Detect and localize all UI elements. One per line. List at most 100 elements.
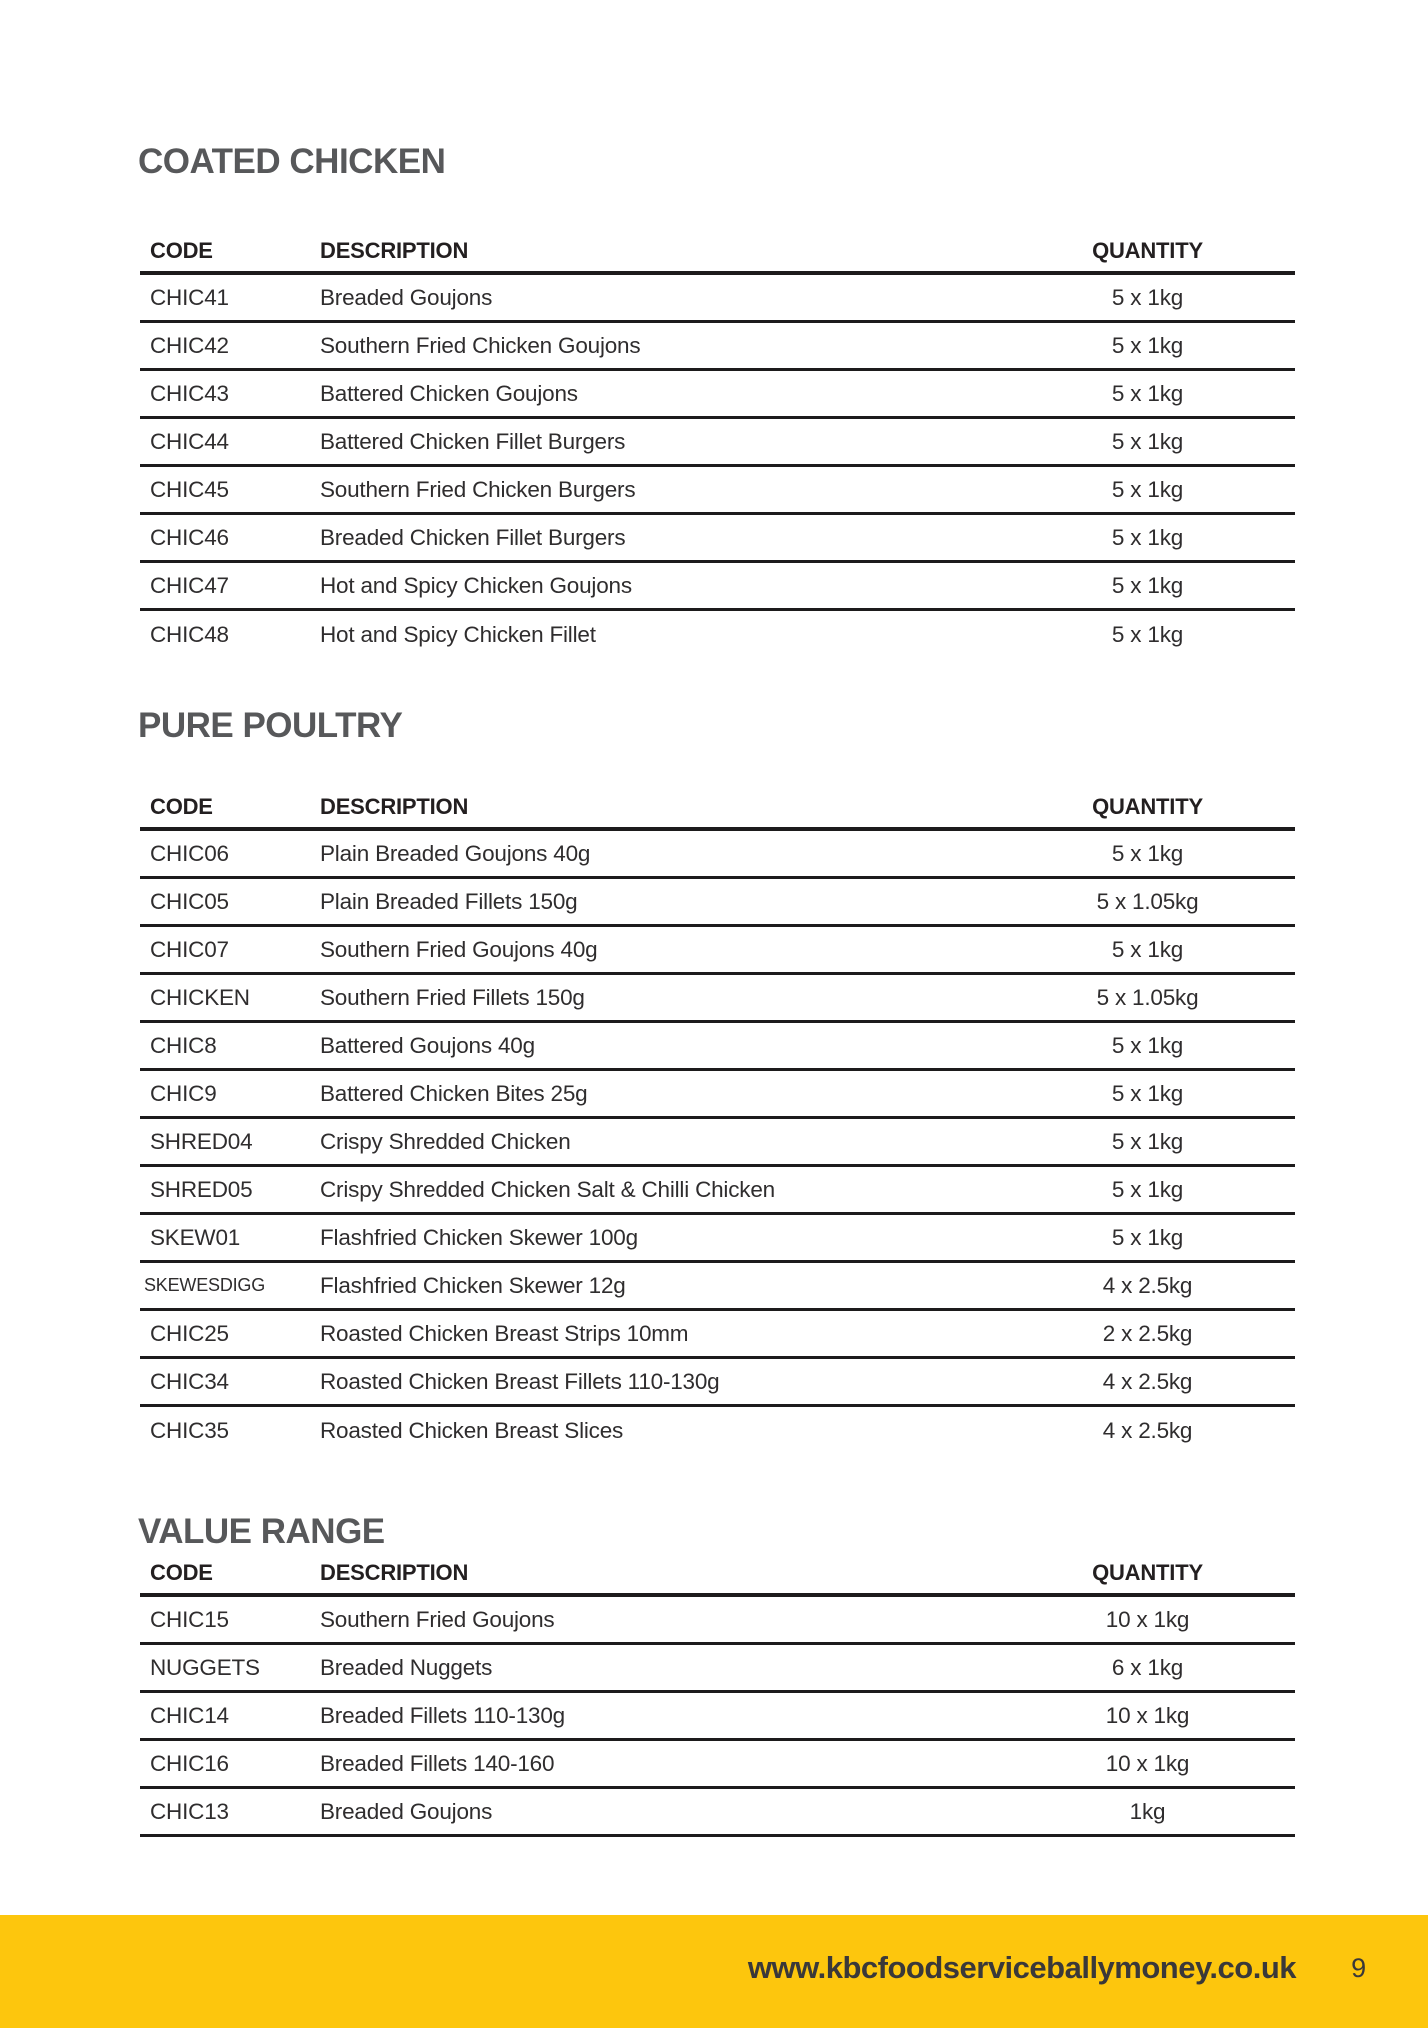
section-coated-chicken: COATED CHICKEN CODE DESCRIPTION QUANTITY…: [138, 142, 1428, 659]
row-description-cell: Breaded Nuggets: [320, 1654, 493, 1680]
section-title: COATED CHICKEN: [138, 142, 446, 181]
column-header-code: CODE: [150, 238, 213, 263]
row-description-cell: Breaded Chicken Fillet Burgers: [320, 524, 626, 550]
row-code-cell: CHIC8: [150, 1032, 217, 1058]
table-row: CHIC42 Southern Fried Chicken Goujons 5 x …: [140, 323, 1295, 371]
row-code-cell: CHIC45: [150, 476, 229, 502]
row-code-cell: SKEW01: [150, 1224, 241, 1250]
table-row: NUGGETS Breaded Nuggets 6 x 1kg: [140, 1645, 1295, 1693]
table-row: CHIC25 Roasted Chicken Breast Strips 10mm…: [140, 1311, 1295, 1359]
row-quantity-cell: 5 x 1kg: [1111, 332, 1184, 358]
table-row: SHRED04 Crispy Shredded Chicken 5 x 1kg: [140, 1119, 1295, 1167]
row-code-cell: CHIC48: [150, 622, 229, 647]
row-description-cell: Breaded Goujons: [320, 284, 493, 310]
row-quantity-cell: 10 x 1kg: [1105, 1750, 1190, 1776]
row-code-cell: CHIC35: [150, 1418, 229, 1443]
table-row: CHIC8 Battered Goujons 40g 5 x 1kg: [140, 1023, 1295, 1071]
row-description-cell: Battered Goujons 40g: [320, 1032, 535, 1058]
row-quantity-cell: 5 x 1.05kg: [1096, 984, 1199, 1010]
table-row: CHIC07 Southern Fried Goujons 40g 5 x 1kg: [140, 927, 1295, 975]
table-row: CHIC43 Battered Chicken Goujons 5 x 1kg: [140, 371, 1295, 419]
table-row: CHIC47 Hot and Spicy Chicken Goujons 5 x 1…: [140, 563, 1295, 611]
row-description-cell: Southern Fried Goujons 40g: [320, 936, 598, 962]
table-row: CHIC13 Breaded Goujons 1kg: [140, 1789, 1295, 1837]
row-quantity-cell: 2 x 2.5kg: [1102, 1320, 1193, 1346]
row-quantity-cell: 10 x 1kg: [1105, 1702, 1190, 1728]
table-body: CHIC06 Plain Breaded Goujons 40g 5 x 1kg CH…: [140, 831, 1295, 1455]
row-quantity-cell: 4 x 2.5kg: [1102, 1368, 1193, 1394]
row-description-cell: Battered Chicken Bites 25g: [320, 1080, 588, 1106]
row-quantity-cell: 5 x 1kg: [1111, 428, 1184, 454]
row-description-cell: Plain Breaded Goujons 40g: [320, 840, 591, 866]
row-quantity-cell: 5 x 1kg: [1111, 622, 1184, 647]
row-description-cell: Southern Fried Fillets 150g: [320, 984, 585, 1010]
row-quantity-cell: 10 x 1kg: [1105, 1606, 1190, 1632]
table-body: CHIC41 Breaded Goujons 5 x 1kg CHIC42 Southe…: [140, 275, 1295, 659]
table-row: CHIC41 Breaded Goujons 5 x 1kg: [140, 275, 1295, 323]
row-description-cell: Hot and Spicy Chicken Goujons: [320, 572, 632, 598]
column-header-description: DESCRIPTION: [320, 1560, 469, 1585]
row-code-cell: NUGGETS: [150, 1654, 260, 1680]
section-title: PURE POULTRY: [138, 706, 403, 745]
section-title: VALUE RANGE: [138, 1512, 385, 1551]
table-row: CHICKEN Southern Fried Fillets 150g 5 x 1.…: [140, 975, 1295, 1023]
table-header-row: CODE DESCRIPTION QUANTITY: [140, 231, 1295, 275]
row-quantity-cell: 5 x 1kg: [1111, 1128, 1184, 1154]
table-row: CHIC46 Breaded Chicken Fillet Burgers 5 x …: [140, 515, 1295, 563]
row-quantity-cell: 5 x 1kg: [1111, 936, 1184, 962]
column-header-code: CODE: [150, 1560, 213, 1585]
row-description-cell: Breaded Goujons: [320, 1798, 493, 1824]
column-header-description: DESCRIPTION: [320, 794, 469, 819]
row-code-cell: SKEWESDIGG: [144, 1275, 266, 1295]
row-quantity-cell: 1kg: [1129, 1798, 1166, 1824]
table-row: CHIC9 Battered Chicken Bites 25g 5 x 1kg: [140, 1071, 1295, 1119]
row-quantity-cell: 5 x 1kg: [1111, 1176, 1184, 1202]
row-code-cell: CHIC13: [150, 1798, 229, 1824]
table-row: CHIC44 Battered Chicken Fillet Burgers 5 x…: [140, 419, 1295, 467]
table-row: CHIC34 Roasted Chicken Breast Fillets 110…: [140, 1359, 1295, 1407]
row-code-cell: CHIC41: [150, 284, 229, 310]
table-row: CHIC05 Plain Breaded Fillets 150g 5 x 1.05…: [140, 879, 1295, 927]
row-quantity-cell: 6 x 1kg: [1111, 1654, 1184, 1680]
table-row: CHIC06 Plain Breaded Goujons 40g 5 x 1kg: [140, 831, 1295, 879]
row-code-cell: CHIC16: [150, 1750, 229, 1776]
footer-band: www.kbcfoodserviceballymoney.co.uk 9: [0, 1915, 1428, 2028]
product-table: CODE DESCRIPTION QUANTITY CHIC15 Southern…: [140, 1553, 1295, 1837]
row-code-cell: CHIC14: [150, 1702, 229, 1728]
row-description-cell: Roasted Chicken Breast Strips 10mm: [320, 1320, 689, 1346]
row-code-cell: CHIC15: [150, 1606, 229, 1632]
row-code-cell: CHIC34: [150, 1368, 229, 1394]
row-code-cell: SHRED05: [150, 1176, 253, 1202]
column-header-quantity: QUANTITY: [1092, 794, 1203, 819]
table-row: CHIC45 Southern Fried Chicken Burgers 5 x …: [140, 467, 1295, 515]
page-content: COATED CHICKEN CODE DESCRIPTION QUANTITY…: [138, 142, 1428, 1837]
row-code-cell: CHIC06: [150, 840, 229, 866]
row-quantity-cell: 4 x 2.5kg: [1102, 1272, 1193, 1298]
row-code-cell: CHIC25: [150, 1320, 229, 1346]
row-description-cell: Breaded Fillets 140-160: [320, 1750, 555, 1776]
row-description-cell: Breaded Fillets 110-130g: [320, 1702, 565, 1728]
row-quantity-cell: 5 x 1kg: [1111, 476, 1184, 502]
row-code-cell: CHIC47: [150, 572, 229, 598]
row-description-cell: Southern Fried Chicken Burgers: [320, 476, 636, 502]
row-code-cell: CHIC42: [150, 332, 229, 358]
table-row: CHIC48 Hot and Spicy Chicken Fillet 5 x 1k…: [140, 611, 1295, 659]
row-description-cell: Southern Fried Chicken Goujons: [320, 332, 641, 358]
row-description-cell: Hot and Spicy Chicken Fillet: [320, 622, 596, 647]
product-table: CODE DESCRIPTION QUANTITY CHIC06 Plain Br…: [140, 787, 1295, 1455]
row-code-cell: CHIC44: [150, 428, 229, 454]
row-description-cell: Battered Chicken Fillet Burgers: [320, 428, 626, 454]
table-row: CHIC16 Breaded Fillets 140-160 10 x 1kg: [140, 1741, 1295, 1789]
product-table: CODE DESCRIPTION QUANTITY CHIC41 Breaded …: [140, 231, 1295, 659]
row-quantity-cell: 5 x 1kg: [1111, 572, 1184, 598]
section-value-range: VALUE RANGE CODE DESCRIPTION QUANTITY CH…: [138, 1512, 1428, 1837]
row-code-cell: CHIC46: [150, 524, 229, 550]
table-row: CHIC35 Roasted Chicken Breast Slices 4 x 2…: [140, 1407, 1295, 1455]
row-description-cell: Flashfried Chicken Skewer 100g: [320, 1224, 638, 1250]
table-row: SHRED05 Crispy Shredded Chicken Salt & Ch…: [140, 1167, 1295, 1215]
row-quantity-cell: 4 x 2.5kg: [1102, 1418, 1193, 1443]
row-description-cell: Plain Breaded Fillets 150g: [320, 888, 578, 914]
column-header-quantity: QUANTITY: [1092, 1560, 1203, 1585]
section-pure-poultry: PURE POULTRY CODE DESCRIPTION QUANTITY C…: [138, 706, 1428, 1455]
